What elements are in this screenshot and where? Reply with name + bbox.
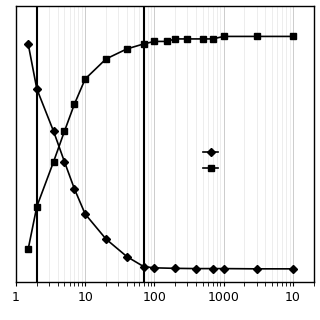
Legend: , : , — [199, 143, 225, 177]
